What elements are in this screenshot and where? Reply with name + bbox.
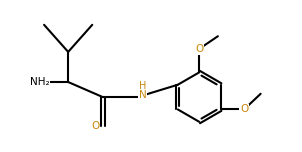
Text: O: O [240,104,248,114]
Text: O: O [91,121,99,131]
Text: H: H [139,81,146,91]
Text: O: O [195,44,203,54]
Text: N: N [139,90,147,100]
Text: NH₂: NH₂ [30,77,49,87]
